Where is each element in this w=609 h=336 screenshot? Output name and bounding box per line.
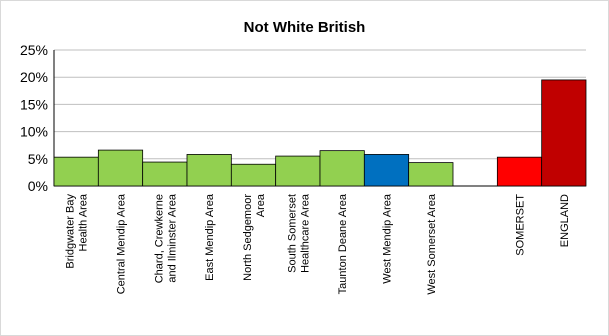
bar: [541, 79, 587, 187]
y-tick-label: 15%: [20, 96, 48, 112]
x-tick-label: Bridgwater Bay: [65, 194, 77, 269]
bar: [230, 163, 277, 187]
y-tick-label: 5%: [28, 151, 48, 167]
x-tick-label: Taunton Deane Area: [337, 193, 349, 294]
x-tick-label: SOMERSET: [515, 194, 527, 256]
x-tick-label: South Somerset: [286, 194, 298, 273]
y-tick-label: 10%: [20, 124, 48, 140]
y-tick-label: 25%: [20, 42, 48, 58]
bar: [142, 161, 188, 187]
bar: [53, 156, 99, 187]
bar: [363, 154, 410, 187]
x-tick-label: Chard, Crewkerne: [153, 194, 165, 283]
bar: [97, 149, 144, 187]
y-tick-label: 0%: [28, 178, 48, 194]
bar: [275, 155, 321, 187]
x-tick-label: East Mendip Area: [204, 193, 216, 281]
x-tick-label: Healthcare Area: [299, 193, 311, 273]
x-tick-label: Central Mendip Area: [116, 193, 128, 294]
bar: [408, 162, 454, 187]
x-tick-label: West Somerset Area: [426, 193, 438, 295]
bar: [319, 150, 365, 187]
y-tick-label: 20%: [20, 69, 48, 85]
x-tick-label: ENGLAND: [559, 194, 571, 247]
x-tick-label: Health Area: [78, 193, 90, 251]
x-tick-label: West Mendip Area: [382, 193, 394, 284]
bar: [186, 154, 232, 187]
chart-title: Not White British: [243, 19, 366, 36]
bar: [496, 156, 543, 187]
x-tick-label: Area: [255, 193, 267, 217]
x-tick-label: and Ilminster Area: [166, 193, 178, 283]
x-tick-label: North Sedgemoor: [242, 194, 254, 281]
